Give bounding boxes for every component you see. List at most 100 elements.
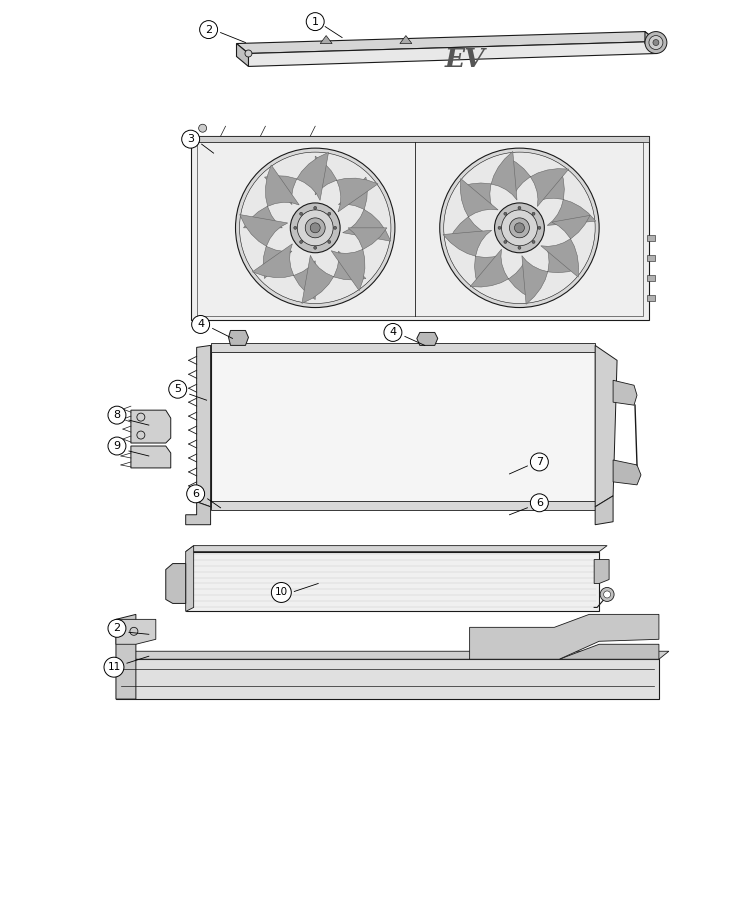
Circle shape xyxy=(328,240,330,243)
Bar xyxy=(210,344,595,353)
Polygon shape xyxy=(595,346,617,507)
Circle shape xyxy=(653,40,659,46)
Circle shape xyxy=(199,124,207,132)
Circle shape xyxy=(600,588,614,601)
Polygon shape xyxy=(228,330,248,346)
Circle shape xyxy=(271,582,291,602)
Polygon shape xyxy=(116,615,136,699)
Circle shape xyxy=(532,240,535,243)
Polygon shape xyxy=(613,381,637,405)
Circle shape xyxy=(108,619,126,637)
Text: 9: 9 xyxy=(113,441,121,451)
Circle shape xyxy=(108,406,126,424)
Text: 2: 2 xyxy=(113,624,121,634)
Polygon shape xyxy=(302,251,366,303)
Circle shape xyxy=(169,381,187,398)
Text: 11: 11 xyxy=(107,662,121,672)
Polygon shape xyxy=(265,152,328,204)
Bar xyxy=(186,552,599,611)
Circle shape xyxy=(104,657,124,677)
Bar xyxy=(647,235,655,241)
Polygon shape xyxy=(594,560,609,583)
Circle shape xyxy=(518,247,521,249)
Circle shape xyxy=(245,50,252,57)
Circle shape xyxy=(299,212,302,215)
Circle shape xyxy=(510,218,529,238)
Polygon shape xyxy=(400,36,412,43)
Polygon shape xyxy=(210,346,595,507)
Circle shape xyxy=(310,223,320,233)
Text: 5: 5 xyxy=(174,384,182,394)
Circle shape xyxy=(532,212,535,215)
Circle shape xyxy=(313,247,316,249)
Circle shape xyxy=(538,226,541,230)
Polygon shape xyxy=(186,545,193,611)
Polygon shape xyxy=(131,410,170,443)
Bar xyxy=(210,500,595,509)
Circle shape xyxy=(305,218,325,238)
Circle shape xyxy=(130,627,138,635)
Bar xyxy=(190,136,649,142)
Polygon shape xyxy=(470,644,659,659)
Circle shape xyxy=(108,437,126,455)
Circle shape xyxy=(297,210,333,246)
Text: 6: 6 xyxy=(536,498,543,508)
Polygon shape xyxy=(196,346,210,507)
Circle shape xyxy=(187,485,205,503)
Circle shape xyxy=(514,223,525,233)
Polygon shape xyxy=(236,32,657,53)
Polygon shape xyxy=(166,563,186,603)
Circle shape xyxy=(531,494,548,512)
Polygon shape xyxy=(645,32,657,53)
Polygon shape xyxy=(470,615,659,659)
Circle shape xyxy=(384,323,402,341)
Circle shape xyxy=(494,202,545,253)
Text: 2: 2 xyxy=(205,24,212,34)
Bar xyxy=(647,274,655,281)
Text: 1: 1 xyxy=(312,16,319,27)
Polygon shape xyxy=(244,165,299,228)
Polygon shape xyxy=(186,545,607,552)
Polygon shape xyxy=(538,169,596,225)
Polygon shape xyxy=(541,215,590,277)
Polygon shape xyxy=(449,178,498,240)
Bar xyxy=(647,255,655,261)
Circle shape xyxy=(531,453,548,471)
Polygon shape xyxy=(116,659,659,699)
Circle shape xyxy=(313,206,316,210)
Polygon shape xyxy=(522,247,578,304)
Polygon shape xyxy=(116,652,669,659)
Circle shape xyxy=(504,240,507,243)
Polygon shape xyxy=(248,41,657,67)
Text: EV: EV xyxy=(445,47,485,72)
Circle shape xyxy=(306,13,324,31)
Circle shape xyxy=(182,130,199,148)
Text: 4: 4 xyxy=(197,320,205,329)
Polygon shape xyxy=(320,36,332,43)
Circle shape xyxy=(236,148,395,308)
Circle shape xyxy=(439,148,599,308)
Polygon shape xyxy=(470,249,532,299)
Circle shape xyxy=(199,21,218,39)
Polygon shape xyxy=(461,151,517,209)
Circle shape xyxy=(239,152,391,303)
Polygon shape xyxy=(507,158,569,206)
Polygon shape xyxy=(239,214,292,279)
Text: 7: 7 xyxy=(536,457,543,467)
Text: 8: 8 xyxy=(113,410,121,420)
Circle shape xyxy=(293,226,297,230)
Polygon shape xyxy=(236,43,248,67)
Circle shape xyxy=(333,226,336,230)
Polygon shape xyxy=(116,619,156,644)
Circle shape xyxy=(192,316,210,333)
Text: 4: 4 xyxy=(389,328,396,338)
Bar xyxy=(647,294,655,301)
Circle shape xyxy=(604,591,611,598)
Polygon shape xyxy=(443,230,501,286)
Circle shape xyxy=(328,212,330,215)
Circle shape xyxy=(518,206,521,210)
Polygon shape xyxy=(315,156,378,212)
Circle shape xyxy=(290,202,340,253)
Polygon shape xyxy=(253,244,315,300)
Polygon shape xyxy=(613,460,641,485)
